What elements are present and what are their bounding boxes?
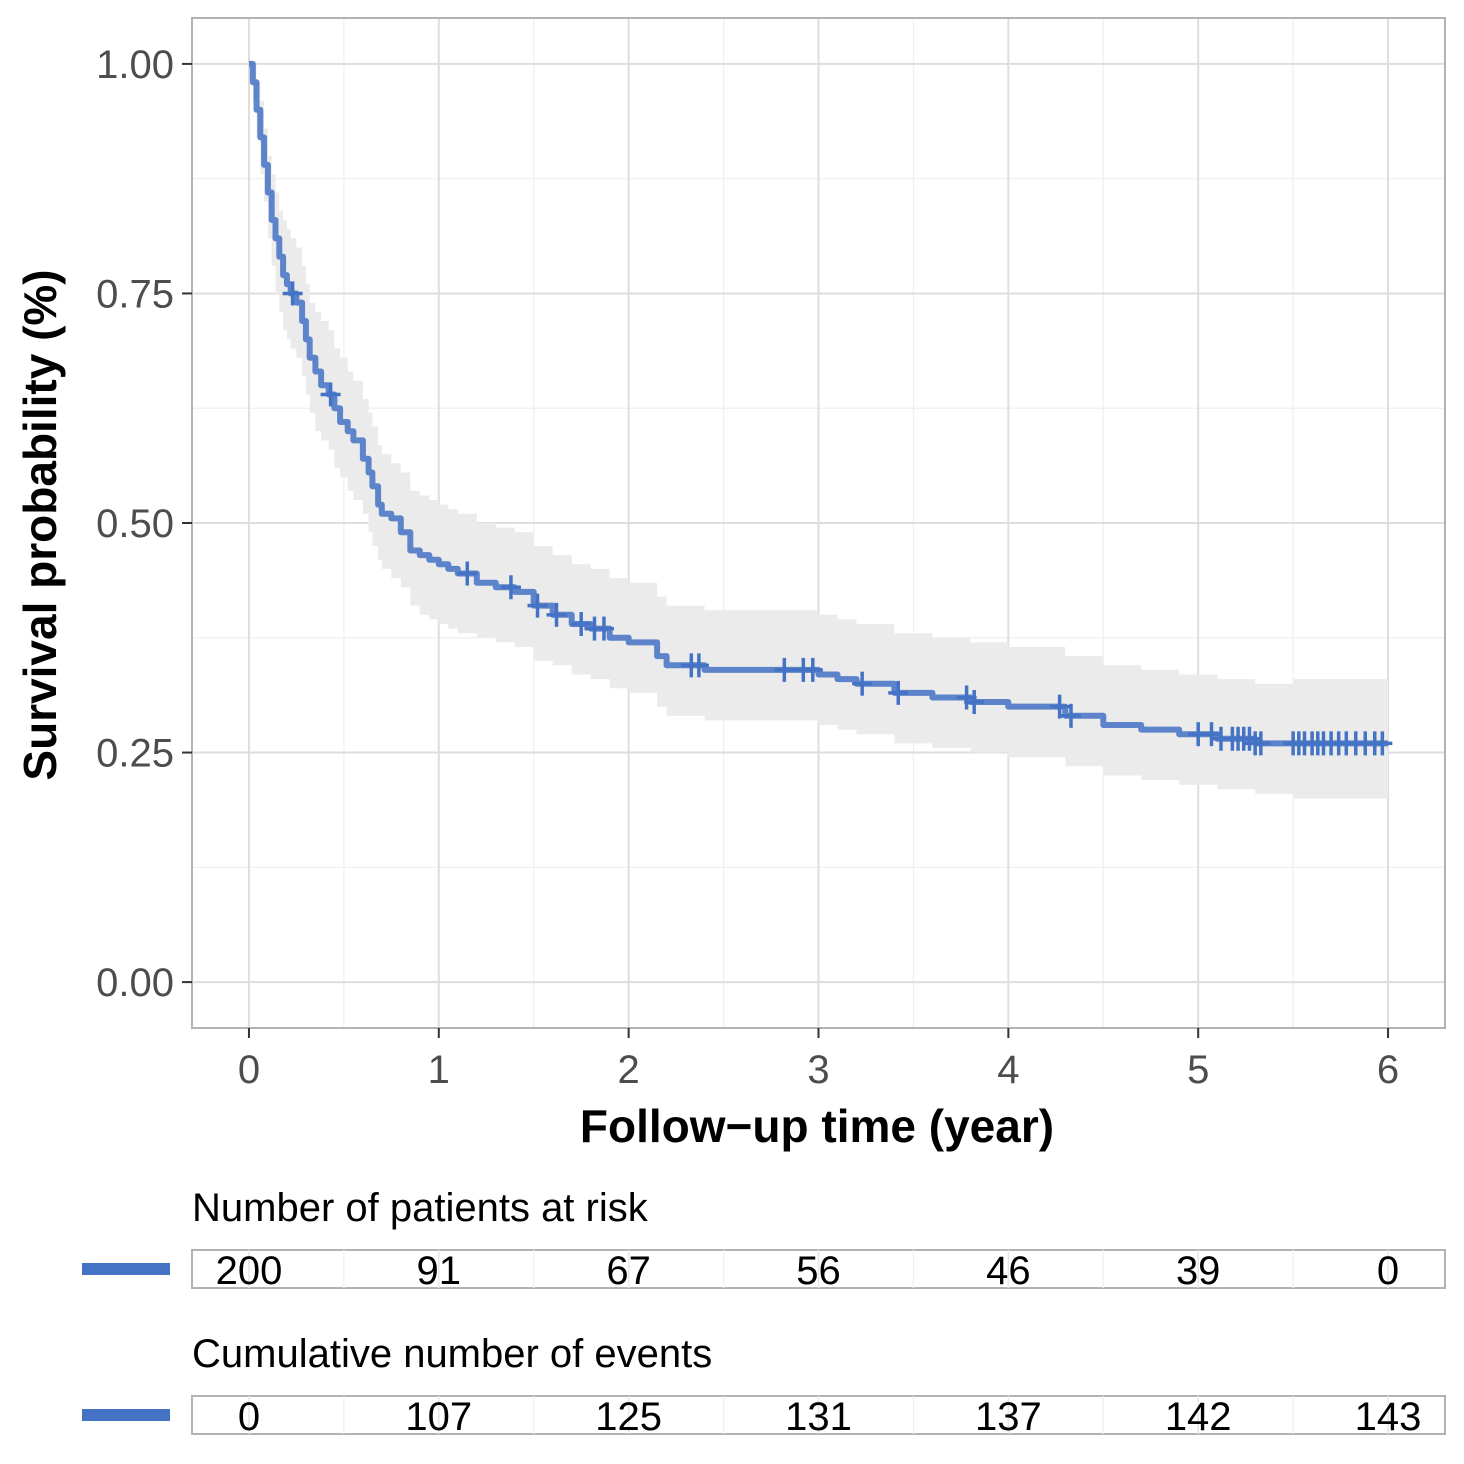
censor-mark <box>802 657 823 682</box>
censor-mark <box>688 653 709 678</box>
censor-mark <box>888 680 909 705</box>
axes: 0.00 0.25 0.50 0.75 1.00 0 1 2 3 4 5 6 <box>96 17 1446 1092</box>
table-value: 46 <box>986 1249 1031 1293</box>
x-tick-label: 1 <box>428 1048 450 1092</box>
y-tick-label: 0.00 <box>96 961 174 1005</box>
x-tick-label: 6 <box>1377 1048 1399 1092</box>
censor-mark <box>1250 731 1271 756</box>
table-value: 125 <box>595 1395 662 1439</box>
table-value: 107 <box>405 1395 472 1439</box>
censor-mark <box>320 382 341 407</box>
x-tick-label: 4 <box>997 1048 1019 1092</box>
censor-mark <box>1201 722 1222 747</box>
y-tick-label: 1.00 <box>96 43 174 87</box>
censor-mark <box>500 575 521 600</box>
y-axis-title: Survival probability (%) <box>14 269 66 780</box>
table-value: 143 <box>1355 1395 1422 1439</box>
censor-mark <box>571 612 592 636</box>
risk-table: 200 91 67 56 46 39 0 <box>82 1249 1446 1293</box>
risk-table-title: Number of patients at risk <box>192 1186 649 1230</box>
censor-marks <box>282 281 1393 756</box>
censor-mark <box>1372 731 1393 756</box>
x-tick-label: 0 <box>238 1048 260 1092</box>
x-tick-label: 5 <box>1187 1048 1209 1092</box>
events-table: 0 107 125 131 137 142 143 <box>82 1395 1446 1439</box>
censor-mark <box>282 281 303 306</box>
y-tick-label: 0.75 <box>96 272 174 316</box>
censor-mark <box>593 616 614 641</box>
survival-line <box>249 60 1388 747</box>
confidence-interval-band <box>249 63 1388 799</box>
table-value: 39 <box>1176 1249 1221 1293</box>
censor-mark <box>546 602 567 627</box>
grid-lines <box>192 18 1445 1028</box>
table-value: 137 <box>975 1395 1042 1439</box>
x-axis-title: Follow−up time (year) <box>580 1100 1054 1152</box>
x-tick-label: 2 <box>618 1048 640 1092</box>
table-value: 131 <box>785 1395 852 1439</box>
table-value: 0 <box>1377 1249 1399 1293</box>
censor-mark <box>1049 694 1070 719</box>
censor-mark <box>1060 703 1081 728</box>
censor-mark <box>457 561 478 586</box>
censor-mark <box>964 690 985 715</box>
events-table-title: Cumulative number of events <box>192 1332 712 1376</box>
y-tick-label: 0.50 <box>96 502 174 546</box>
table-value: 0 <box>238 1395 260 1439</box>
survival-curve <box>249 60 1388 747</box>
table-value: 200 <box>216 1249 283 1293</box>
censor-mark <box>527 593 548 618</box>
confidence-band <box>249 63 1388 799</box>
table-value: 91 <box>417 1249 462 1293</box>
censor-mark <box>852 671 873 696</box>
x-tick-label: 3 <box>807 1048 829 1092</box>
table-value: 67 <box>606 1249 651 1293</box>
y-tick-label: 0.25 <box>96 732 174 776</box>
table-value: 56 <box>796 1249 841 1293</box>
table-value: 142 <box>1165 1395 1232 1439</box>
censor-mark <box>774 657 795 682</box>
